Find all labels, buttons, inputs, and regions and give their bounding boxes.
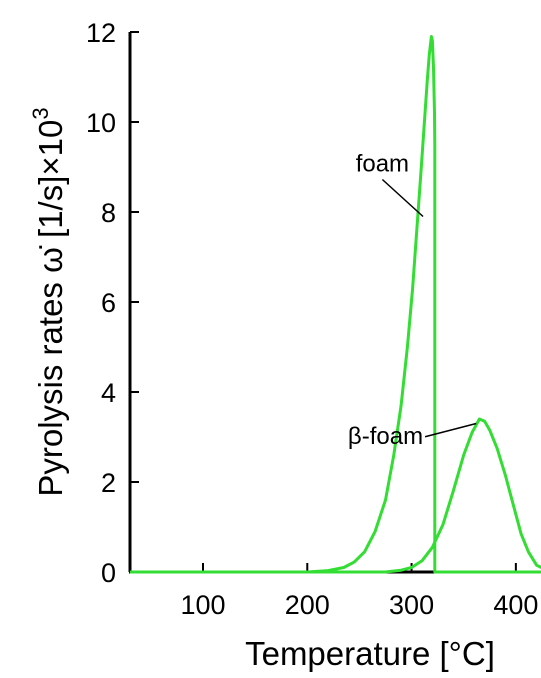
- y-tick-label: 8: [101, 198, 116, 228]
- annotation-leader-line: [424, 422, 477, 438]
- y-axis-title: Pyrolysis rates ω̇ [1/s]×103: [28, 107, 69, 496]
- annotation-label: foam: [356, 151, 409, 178]
- y-tick-label: 4: [101, 378, 116, 408]
- y-tick-label: 12: [86, 18, 116, 48]
- series-line-beta-foam: [130, 417, 541, 574]
- y-tick-label: 6: [101, 288, 116, 318]
- annotation-layer: foam β-foam: [348, 151, 477, 450]
- series-layer: [130, 35, 541, 574]
- annotation-leader-line: [381, 178, 424, 218]
- y-axis-title-main: Pyrolysis rates ω̇ [1/s]×10: [32, 120, 69, 497]
- x-tick-label: 300: [389, 590, 434, 620]
- x-tick-label: 100: [180, 590, 225, 620]
- series-line-foam: [130, 35, 541, 574]
- x-axis-title: Temperature [°C]: [245, 635, 495, 672]
- x-tick-label: 200: [285, 590, 330, 620]
- x-tick-label: 400: [493, 590, 538, 620]
- annotation-label: β-foam: [348, 423, 423, 450]
- y-tick-label: 0: [101, 558, 116, 588]
- y-axis-title-exponent: 3: [28, 107, 53, 119]
- y-tick-label: 2: [101, 468, 116, 498]
- x-ticks: 100 200 300 400: [180, 563, 538, 620]
- axes: [128, 32, 541, 574]
- y-tick-label: 10: [86, 108, 116, 138]
- y-ticks: 0 2 4 6 8 10 12: [86, 18, 139, 588]
